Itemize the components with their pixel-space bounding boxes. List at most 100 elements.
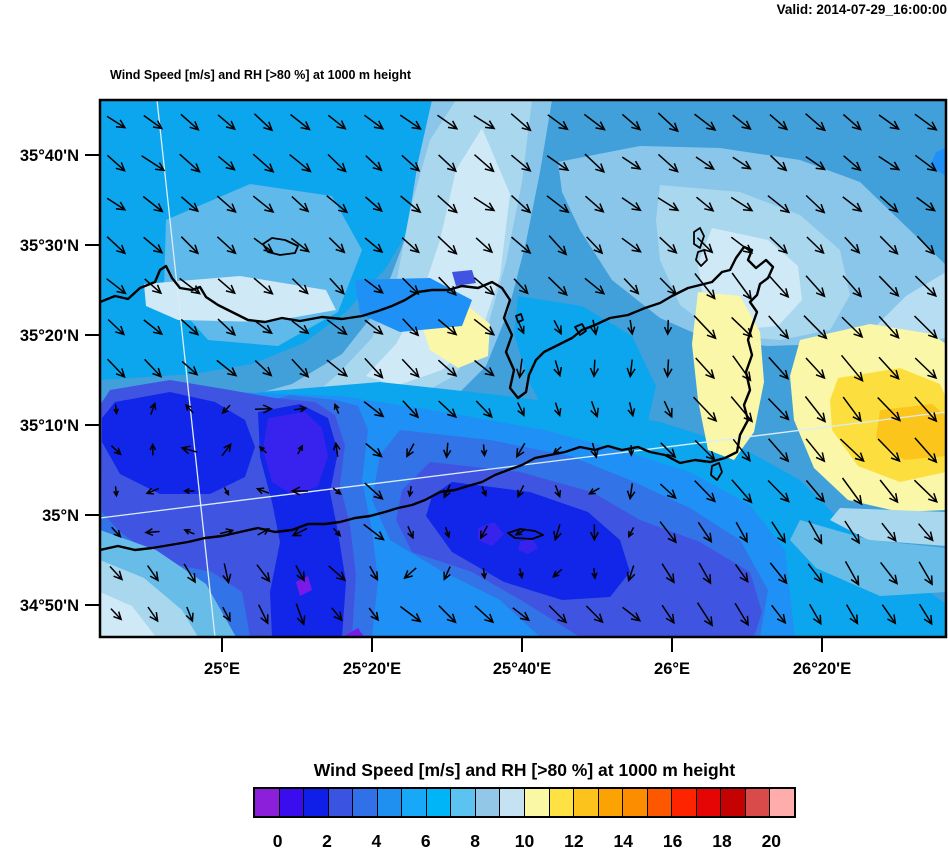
wind-arrow	[474, 359, 495, 377]
wind-arrow	[481, 486, 487, 498]
wind-arrow	[113, 404, 119, 416]
wind-arrow	[730, 196, 754, 212]
wind-arrow	[734, 602, 749, 627]
x-tick-label: 26°20'E	[793, 660, 851, 678]
coastline-elounda-islet	[574, 323, 587, 336]
contour-heraklion-royal-dot	[452, 270, 476, 286]
wind-arrow	[406, 443, 415, 458]
wind-arrow	[289, 154, 312, 173]
wind-arrow	[295, 603, 306, 626]
wind-arrow	[548, 605, 568, 624]
wind-arrow	[256, 564, 271, 583]
wind-arrow	[475, 237, 494, 254]
wind-arrow	[626, 565, 636, 583]
wind-arrow	[290, 237, 311, 253]
wind-arrow	[511, 236, 532, 254]
wind-arrow	[768, 315, 790, 340]
wind-arrow	[143, 319, 164, 336]
wind-arrow	[258, 604, 269, 625]
colorbar-tick-label: 20	[761, 831, 782, 851]
wind-arrow	[332, 487, 342, 496]
wind-arrow	[805, 438, 826, 463]
y-tick-label: 35°40'N	[20, 147, 79, 165]
wind-arrow	[877, 396, 902, 422]
colorbar-tick-label: 0	[272, 831, 283, 851]
wind-arrow	[217, 155, 236, 171]
wind-arrow	[517, 320, 525, 335]
wind-arrow	[254, 320, 273, 335]
wind-arrow	[663, 400, 673, 419]
colorbar-cell	[377, 789, 403, 816]
wind-arrow	[697, 521, 713, 544]
contour-se-light-band	[790, 520, 946, 596]
wind-arrow	[584, 153, 606, 174]
colorbar-tick-label: 16	[662, 831, 683, 851]
wind-arrow	[107, 318, 126, 336]
wind-arrow	[183, 487, 195, 495]
wind-arrow	[622, 606, 642, 622]
colorbar-cell	[623, 789, 648, 816]
wind-arrow	[546, 155, 570, 172]
wind-arrow	[403, 567, 417, 580]
graticule-meridian-25E	[156, 100, 216, 637]
wind-arrow	[878, 114, 900, 130]
wind-arrow	[841, 316, 864, 339]
wind-arrow	[803, 315, 828, 340]
wind-arrow	[329, 277, 345, 295]
wind-arrow	[437, 318, 458, 336]
wind-arrow	[731, 316, 753, 338]
wind-arrow	[110, 445, 122, 456]
wind-arrow	[399, 605, 422, 623]
wind-arrow	[144, 528, 160, 536]
wind-arrow	[222, 606, 231, 623]
wind-arrow	[554, 485, 562, 499]
wind-arrow	[587, 487, 600, 495]
coastline-koufonisi-island	[710, 462, 723, 481]
wind-arrow	[590, 442, 599, 459]
colorbar-cell	[770, 789, 795, 816]
wind-arrow	[585, 195, 605, 213]
wind-arrow	[842, 196, 863, 213]
wind-arrow	[767, 195, 791, 214]
wind-arrow	[657, 197, 680, 212]
colorbar	[253, 787, 796, 818]
wind-arrow	[914, 113, 938, 131]
wind-arrow	[223, 487, 230, 496]
wind-arrow	[805, 113, 827, 132]
wind-arrow	[106, 115, 127, 129]
wind-arrow	[479, 525, 488, 540]
wind-arrow	[590, 319, 599, 336]
wind-arrow	[696, 602, 714, 627]
colorbar-cell	[598, 789, 624, 816]
colorbar-cell	[255, 789, 280, 816]
wind-arrow	[805, 357, 826, 380]
wind-arrow	[659, 521, 677, 544]
wind-arrow	[804, 396, 827, 423]
colorbar-cell	[574, 789, 599, 816]
wind-arrow	[844, 561, 860, 587]
wind-arrow	[589, 524, 599, 542]
wind-arrow	[510, 154, 532, 172]
wind-arrow	[659, 277, 678, 296]
wind-arrow	[443, 566, 451, 581]
wind-arrow	[695, 156, 715, 170]
x-tick-label: 25°E	[204, 660, 240, 678]
wind-arrow	[546, 195, 570, 214]
wind-arrow	[591, 567, 598, 580]
wind-arrow	[149, 442, 157, 456]
wind-arrow	[553, 319, 562, 336]
wind-arrow	[880, 561, 899, 585]
wind-arrow	[291, 320, 310, 335]
wind-arrow	[808, 603, 822, 626]
wind-arrow	[841, 477, 863, 506]
wind-arrow	[918, 561, 933, 586]
wind-arrow	[326, 319, 348, 336]
wind-arrow	[844, 236, 861, 255]
wind-arrow	[590, 401, 599, 419]
wind-arrow	[365, 196, 383, 213]
wind-arrow	[694, 480, 717, 503]
wind-arrow	[584, 277, 606, 295]
wind-arrow	[179, 153, 201, 173]
wind-arrow	[221, 442, 232, 457]
colorbar-cell	[279, 789, 305, 816]
